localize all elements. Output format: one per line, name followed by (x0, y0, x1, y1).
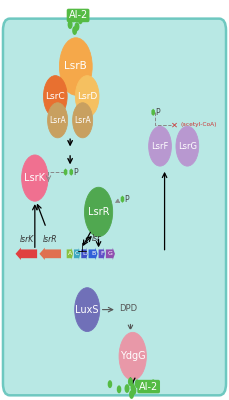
Text: LsrD: LsrD (77, 92, 97, 101)
FancyArrow shape (98, 248, 105, 260)
Text: YdgG: YdgG (120, 351, 145, 361)
FancyArrow shape (74, 248, 80, 260)
Text: P: P (155, 108, 160, 117)
Text: lsrK: lsrK (19, 235, 33, 244)
FancyArrow shape (89, 248, 98, 260)
FancyBboxPatch shape (3, 19, 226, 395)
Polygon shape (64, 168, 67, 176)
Circle shape (78, 16, 83, 24)
Text: F: F (100, 251, 104, 256)
Circle shape (72, 26, 77, 35)
Polygon shape (151, 109, 155, 116)
Text: lsr: lsr (92, 234, 101, 243)
FancyArrow shape (81, 248, 88, 260)
Circle shape (142, 384, 146, 392)
Text: ✕: ✕ (171, 120, 178, 130)
Circle shape (73, 103, 93, 138)
Circle shape (74, 22, 79, 31)
Circle shape (131, 383, 135, 391)
Text: G: G (108, 251, 113, 256)
Circle shape (108, 380, 112, 388)
Text: LsrF: LsrF (151, 142, 169, 151)
Circle shape (22, 155, 48, 201)
Text: C: C (75, 251, 79, 256)
Text: LsrA: LsrA (74, 116, 91, 125)
Text: LsrK: LsrK (24, 173, 45, 183)
FancyArrow shape (16, 248, 37, 260)
Circle shape (85, 187, 113, 237)
Text: AI-2: AI-2 (68, 10, 88, 20)
Text: AI-2: AI-2 (139, 382, 158, 392)
Circle shape (75, 76, 99, 117)
Text: DPD: DPD (119, 304, 137, 313)
FancyArrow shape (67, 248, 73, 260)
Circle shape (151, 379, 155, 387)
Text: LsrC: LsrC (46, 92, 65, 101)
FancyArrow shape (39, 248, 61, 260)
Text: LsrG: LsrG (178, 142, 197, 151)
Text: LsrB: LsrB (64, 62, 87, 72)
Text: (acetyl-CoA): (acetyl-CoA) (181, 122, 218, 127)
Text: A: A (68, 251, 72, 256)
Circle shape (59, 38, 92, 95)
Text: D: D (82, 251, 87, 256)
Text: P: P (125, 195, 129, 204)
Polygon shape (69, 168, 73, 176)
Circle shape (68, 20, 73, 29)
Circle shape (135, 379, 140, 388)
FancyArrow shape (106, 248, 115, 260)
Circle shape (117, 385, 121, 393)
Text: LuxS: LuxS (75, 305, 99, 315)
Circle shape (44, 76, 67, 117)
Circle shape (125, 384, 130, 393)
Text: B: B (91, 251, 95, 256)
Text: lsrR: lsrR (43, 235, 57, 244)
Circle shape (129, 390, 134, 399)
Text: LsrR: LsrR (88, 207, 109, 217)
Circle shape (119, 332, 146, 380)
Circle shape (71, 14, 76, 22)
Circle shape (176, 126, 199, 166)
Text: P: P (73, 168, 78, 176)
Circle shape (128, 377, 133, 386)
Text: LsrA: LsrA (49, 116, 66, 125)
Circle shape (131, 386, 136, 395)
Circle shape (48, 103, 68, 138)
Text: ⊥: ⊥ (77, 242, 88, 255)
Circle shape (75, 288, 100, 332)
Circle shape (149, 126, 171, 166)
Polygon shape (121, 196, 124, 203)
